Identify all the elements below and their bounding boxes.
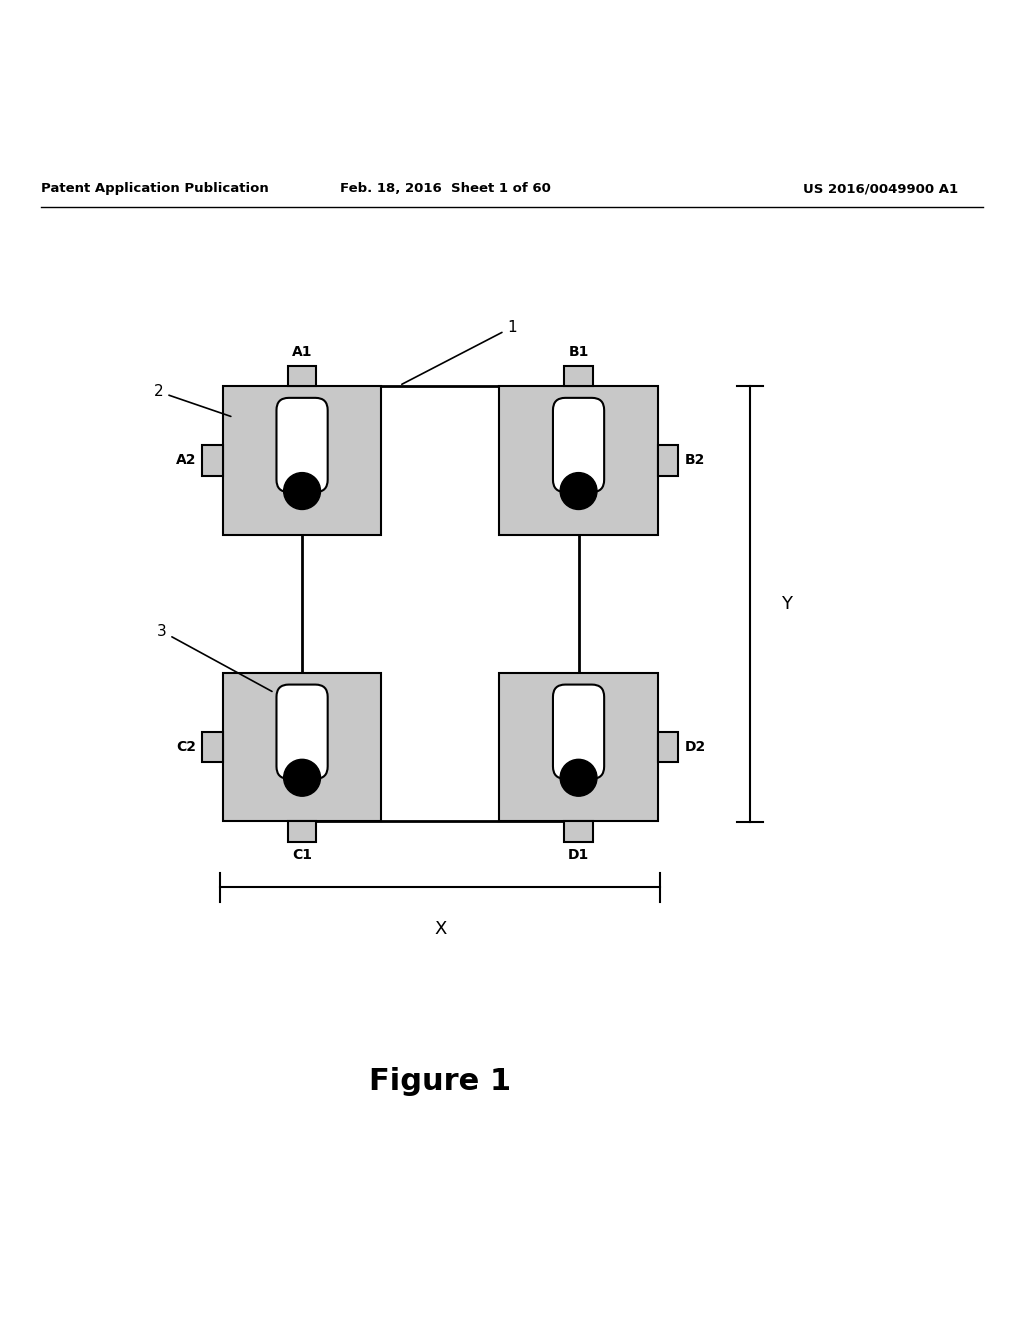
Text: D2: D2 bbox=[684, 741, 706, 754]
Text: 2: 2 bbox=[154, 384, 230, 416]
Text: C2: C2 bbox=[176, 741, 196, 754]
Bar bbox=[288, 821, 316, 842]
Text: Feb. 18, 2016  Sheet 1 of 60: Feb. 18, 2016 Sheet 1 of 60 bbox=[340, 182, 551, 195]
Text: US 2016/0049900 A1: US 2016/0049900 A1 bbox=[803, 182, 958, 195]
Text: Y: Y bbox=[780, 595, 792, 612]
Circle shape bbox=[560, 473, 597, 510]
FancyBboxPatch shape bbox=[553, 685, 604, 779]
Text: B2: B2 bbox=[684, 453, 705, 467]
Text: Figure 1: Figure 1 bbox=[370, 1068, 511, 1097]
Bar bbox=[202, 731, 222, 763]
Text: 3: 3 bbox=[157, 624, 272, 692]
Bar bbox=[222, 673, 381, 821]
Bar bbox=[499, 673, 657, 821]
Bar bbox=[564, 366, 593, 385]
FancyBboxPatch shape bbox=[553, 397, 604, 492]
FancyBboxPatch shape bbox=[276, 685, 328, 779]
Circle shape bbox=[560, 759, 597, 796]
Bar bbox=[564, 821, 593, 842]
Text: C1: C1 bbox=[292, 847, 312, 862]
Text: A1: A1 bbox=[292, 346, 312, 359]
FancyBboxPatch shape bbox=[276, 397, 328, 492]
Text: X: X bbox=[434, 920, 446, 939]
Bar bbox=[657, 445, 678, 475]
Bar bbox=[222, 385, 381, 535]
Text: Patent Application Publication: Patent Application Publication bbox=[41, 182, 268, 195]
Text: A2: A2 bbox=[175, 453, 196, 467]
Bar bbox=[657, 731, 678, 763]
Text: D1: D1 bbox=[568, 847, 589, 862]
Bar bbox=[288, 366, 316, 385]
Text: 1: 1 bbox=[401, 319, 517, 384]
Circle shape bbox=[284, 473, 321, 510]
Text: B1: B1 bbox=[568, 346, 589, 359]
Circle shape bbox=[284, 759, 321, 796]
Bar bbox=[499, 385, 657, 535]
Bar bbox=[202, 445, 222, 475]
